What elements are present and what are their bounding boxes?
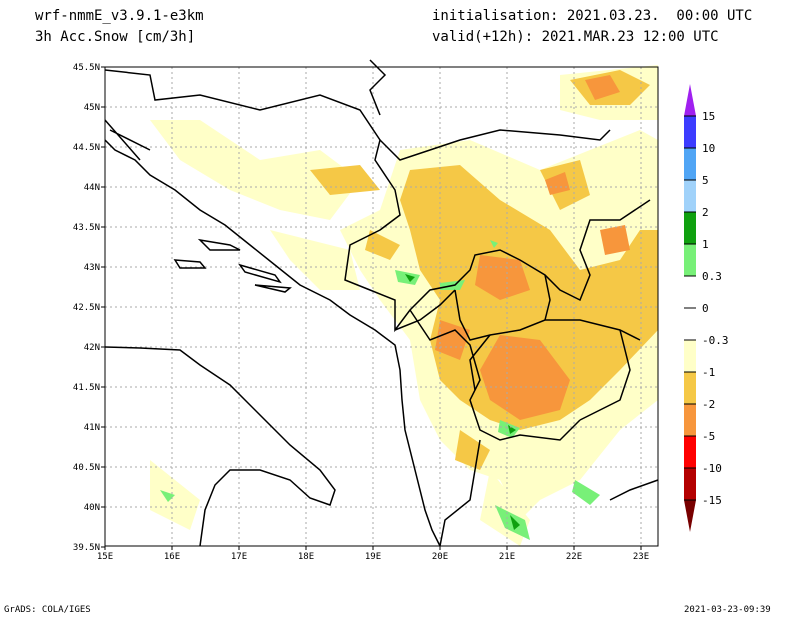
colorbar-segment — [684, 404, 696, 436]
colorbar-label: 15 — [702, 110, 715, 123]
colorbar-label: -1 — [702, 366, 715, 379]
colorbar-segment — [684, 212, 696, 244]
lat-label: 41N — [84, 423, 100, 433]
lat-label: 44.5N — [73, 143, 100, 153]
lat-label: 39.5N — [73, 543, 100, 553]
colorbar-segment — [684, 148, 696, 180]
lat-label: 43N — [84, 263, 100, 273]
colorbar-top-arrow — [684, 84, 696, 116]
colorbar-segment — [684, 308, 696, 340]
colorbar-segment — [684, 436, 696, 468]
colorbar-label: 5 — [702, 174, 709, 187]
model-title: wrf-nmmE_v3.9.1-e3km — [35, 8, 204, 24]
graticule — [105, 67, 658, 546]
lon-label: 17E — [231, 552, 247, 562]
lat-label: 42N — [84, 343, 100, 353]
init-time: initialisation: 2021.03.23. 00:00 UTC — [432, 8, 753, 24]
lat-label: 40N — [84, 503, 100, 513]
colorbar-segment — [684, 244, 696, 276]
footer-right: 2021-03-23-09:39 — [684, 605, 771, 615]
lat-label: 45.5N — [73, 63, 100, 73]
colorbar-segment — [684, 468, 696, 500]
lon-label: 19E — [365, 552, 381, 562]
colorbar-label: -2 — [702, 398, 715, 411]
lon-label: 16E — [164, 552, 180, 562]
axis-ticks: 15E 16E 17E 18E 19E 20E 21E 22E 23E 45.5N 45N 44.5N… — [73, 63, 649, 562]
lon-label: 20E — [432, 552, 448, 562]
colorbar-label: -15 — [702, 494, 722, 507]
lat-label: 42.5N — [73, 303, 100, 313]
lon-label: 15E — [97, 552, 113, 562]
valid-time: valid(+12h): 2021.MAR.23 12:00 UTC — [432, 29, 719, 45]
lat-label: 43.5N — [73, 223, 100, 233]
lon-label: 21E — [499, 552, 515, 562]
lat-label: 41.5N — [73, 383, 100, 393]
colorbar-label: -10 — [702, 462, 722, 475]
lon-label: 22E — [566, 552, 582, 562]
colorbar-label: -0.3 — [702, 334, 729, 347]
colorbar-label: 0.3 — [702, 270, 722, 283]
colorbar-label: 1 — [702, 238, 709, 251]
borders — [104, 59, 659, 547]
lat-label: 45N — [84, 103, 100, 113]
colorbar-segment — [684, 116, 696, 148]
lat-label: 44N — [84, 183, 100, 193]
field-title: 3h Acc.Snow [cm/3h] — [35, 29, 196, 45]
colorbar-bottom-arrow — [684, 500, 696, 532]
colorbar-segment — [684, 276, 696, 308]
colorbar-label: -5 — [702, 430, 715, 443]
colorbar-label: 10 — [702, 142, 715, 155]
colorbar-label: 0 — [702, 302, 709, 315]
lon-label: 18E — [298, 552, 314, 562]
colorbar-segment — [684, 180, 696, 212]
colorbar: 15 10 5 2 1 0.3 0 -0.3 -1 -2 -5 -10 -15 — [684, 84, 729, 532]
lat-label: 40.5N — [73, 463, 100, 473]
colorbar-segment — [684, 372, 696, 404]
lon-label: 23E — [633, 552, 649, 562]
coastlines — [104, 119, 441, 547]
footer-left: GrADS: COLA/IGES — [4, 605, 91, 615]
colorbar-segment — [684, 340, 696, 372]
colorbar-label: 2 — [702, 206, 709, 219]
